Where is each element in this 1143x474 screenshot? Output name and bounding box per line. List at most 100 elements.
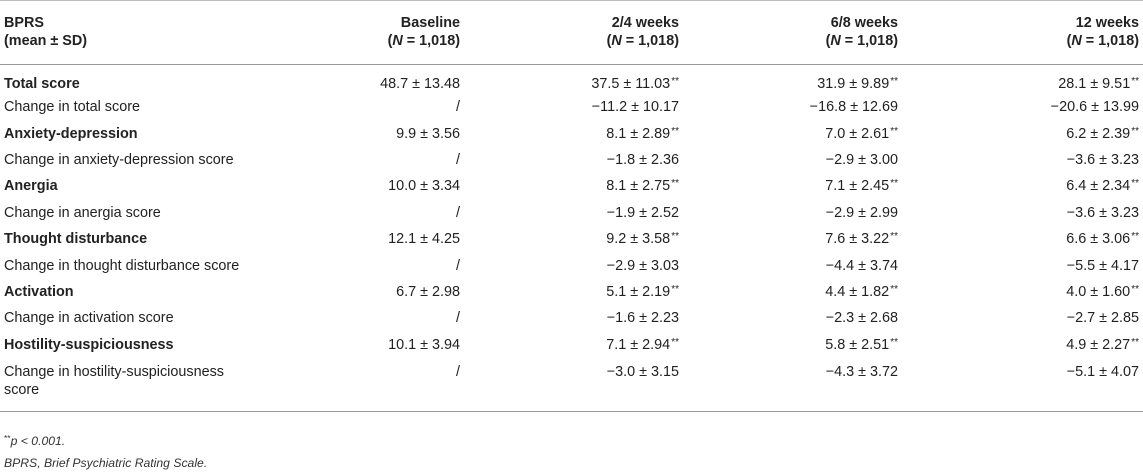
header-2-4-weeks: 2/4 weeks (N = 1,018) <box>486 0 705 65</box>
significance-marker: ** <box>1131 283 1139 295</box>
cell-2-4-weeks: 37.5 ± 11.03** <box>486 65 705 95</box>
header-baseline-n: (N = 1,018) <box>387 33 460 49</box>
cell-6-8-weeks: −2.9 ± 2.99 <box>705 200 924 226</box>
header-12-weeks: 12 weeks (N = 1,018) <box>924 0 1143 65</box>
cell-2-4-weeks: −1.9 ± 2.52 <box>486 200 705 226</box>
cell-value: −11.2 ± 10.17 <box>591 99 679 116</box>
cell-baseline: / <box>300 147 486 173</box>
cell-value: 4.0 ± 1.60 <box>1066 283 1131 300</box>
bprs-table: BPRS (mean ± SD) Baseline (N = 1,018) 2/… <box>0 0 1143 412</box>
cell-value: −2.3 ± 2.68 <box>825 310 898 327</box>
header-row: BPRS (mean ± SD) Baseline (N = 1,018) 2/… <box>0 0 1143 65</box>
cell-value: / <box>456 204 460 221</box>
cell-12-weeks: −3.6 ± 3.23 <box>924 200 1143 226</box>
cell-value: 10.0 ± 3.34 <box>388 178 460 195</box>
table-row: Hostility-suspiciousness 10.1 ± 3.94 7.1 ±… <box>0 332 1143 358</box>
cell-value: 9.2 ± 3.58 <box>606 231 671 248</box>
cell-value: / <box>456 151 460 168</box>
cell-6-8-weeks: −4.4 ± 3.74 <box>705 252 924 278</box>
significance-marker: ** <box>1131 125 1139 137</box>
cell-6-8-weeks: 7.0 ± 2.61** <box>705 120 924 146</box>
table-row: Change in hostility-suspiciousness score… <box>0 357 1143 412</box>
cell-2-4-weeks: −11.2 ± 10.17 <box>486 94 705 120</box>
cell-6-8-weeks: −4.3 ± 3.72 <box>705 357 924 412</box>
cell-value: 28.1 ± 9.51 <box>1058 76 1131 92</box>
table-row: Thought disturbance 12.1 ± 4.25 9.2 ± 3.58… <box>0 226 1143 252</box>
cell-value: 9.9 ± 3.56 <box>396 125 460 142</box>
header-bprs-line2: (mean ± SD) <box>4 33 88 49</box>
cell-6-8-weeks: 31.9 ± 9.89** <box>705 65 924 95</box>
header-2-4-weeks-label: 2/4 weeks <box>611 15 679 31</box>
cell-baseline: 10.0 ± 3.34 <box>300 173 486 199</box>
table-row: Anxiety-depression 9.9 ± 3.56 8.1 ± 2.89**… <box>0 120 1143 146</box>
cell-12-weeks: 4.0 ± 1.60** <box>924 279 1143 305</box>
cell-value: 4.9 ± 2.27 <box>1066 336 1131 353</box>
cell-value: 7.1 ± 2.94 <box>606 336 671 353</box>
table-header: BPRS (mean ± SD) Baseline (N = 1,018) 2/… <box>0 0 1143 65</box>
row-label: Change in anxiety-depression score <box>4 151 234 168</box>
cell-value: −1.6 ± 2.23 <box>606 310 679 327</box>
cell-baseline: 10.1 ± 3.94 <box>300 332 486 358</box>
cell-value: 12.1 ± 4.25 <box>388 231 460 248</box>
significance-marker: ** <box>890 178 898 190</box>
cell-6-8-weeks: −2.9 ± 3.00 <box>705 147 924 173</box>
cell-12-weeks: −5.1 ± 4.07 <box>924 357 1143 412</box>
cell-value: −2.7 ± 2.85 <box>1066 310 1139 327</box>
table-row: Activation 6.7 ± 2.98 5.1 ± 2.19** 4.4 ± 1.… <box>0 279 1143 305</box>
cell-2-4-weeks: −3.0 ± 3.15 <box>486 357 705 412</box>
header-baseline-label: Baseline <box>400 15 460 31</box>
cell-value: 8.1 ± 2.89 <box>606 125 671 142</box>
cell-12-weeks: 4.9 ± 2.27** <box>924 332 1143 358</box>
row-label: Activation <box>4 283 74 300</box>
cell-12-weeks: 6.4 ± 2.34** <box>924 173 1143 199</box>
row-label: Change in total score <box>4 99 140 116</box>
row-label: Anergia <box>4 178 58 195</box>
cell-12-weeks: 28.1 ± 9.51** <box>924 65 1143 95</box>
header-6-8-weeks-label: 6/8 weeks <box>830 15 898 31</box>
row-label: Change in hostility-suspiciousness score <box>0 357 300 412</box>
header-bprs: BPRS (mean ± SD) <box>0 0 300 65</box>
cell-6-8-weeks: 7.6 ± 3.22** <box>705 226 924 252</box>
cell-value: 6.4 ± 2.34 <box>1066 178 1131 195</box>
header-6-8-weeks-n: (N = 1,018) <box>825 33 898 49</box>
cell-value: / <box>456 363 460 380</box>
significance-marker: ** <box>1131 178 1139 190</box>
table-row: Anergia 10.0 ± 3.34 8.1 ± 2.75** 7.1 ± 2.45… <box>0 173 1143 199</box>
cell-value: −4.3 ± 3.72 <box>825 363 898 380</box>
row-label: Change in thought disturbance score <box>4 257 240 274</box>
cell-value: −1.8 ± 2.36 <box>606 151 679 168</box>
cell-value: 48.7 ± 13.48 <box>380 76 460 92</box>
header-bprs-line1: BPRS <box>4 15 44 31</box>
cell-value: −2.9 ± 2.99 <box>825 204 898 221</box>
cell-value: / <box>456 257 460 274</box>
significance-marker: ** <box>671 231 679 243</box>
row-label: Hostility-suspiciousness <box>4 336 174 353</box>
cell-2-4-weeks: −1.8 ± 2.36 <box>486 147 705 173</box>
cell-value: −4.4 ± 3.74 <box>825 257 898 274</box>
cell-value: 5.1 ± 2.19 <box>606 283 671 300</box>
cell-value: −2.9 ± 3.00 <box>825 151 898 168</box>
cell-value: −1.9 ± 2.52 <box>606 204 679 221</box>
row-label: Change in anergia score <box>4 204 161 221</box>
cell-12-weeks: −2.7 ± 2.85 <box>924 305 1143 331</box>
cell-6-8-weeks: 4.4 ± 1.82** <box>705 279 924 305</box>
table-row: Change in activation score / −1.6 ± 2.23 −2… <box>0 305 1143 331</box>
cell-2-4-weeks: 8.1 ± 2.75** <box>486 173 705 199</box>
cell-12-weeks: −20.6 ± 13.99 <box>924 94 1143 120</box>
cell-value: −5.5 ± 4.17 <box>1066 257 1139 274</box>
cell-12-weeks: 6.6 ± 3.06** <box>924 226 1143 252</box>
cell-6-8-weeks: −16.8 ± 12.69 <box>705 94 924 120</box>
cell-baseline: 12.1 ± 4.25 <box>300 226 486 252</box>
cell-value: 7.6 ± 3.22 <box>825 231 890 248</box>
row-label: Anxiety-depression <box>4 125 138 142</box>
significance-marker: ** <box>671 336 679 348</box>
table-row: Change in total score / −11.2 ± 10.17 −16.8… <box>0 94 1143 120</box>
significance-marker: ** <box>1131 336 1139 348</box>
cell-baseline: / <box>300 252 486 278</box>
cell-value: −16.8 ± 12.69 <box>809 99 898 116</box>
cell-baseline: / <box>300 200 486 226</box>
cell-value: −3.0 ± 3.15 <box>606 363 679 380</box>
significance-marker: ** <box>671 125 679 137</box>
row-label: Change in activation score <box>4 310 174 327</box>
